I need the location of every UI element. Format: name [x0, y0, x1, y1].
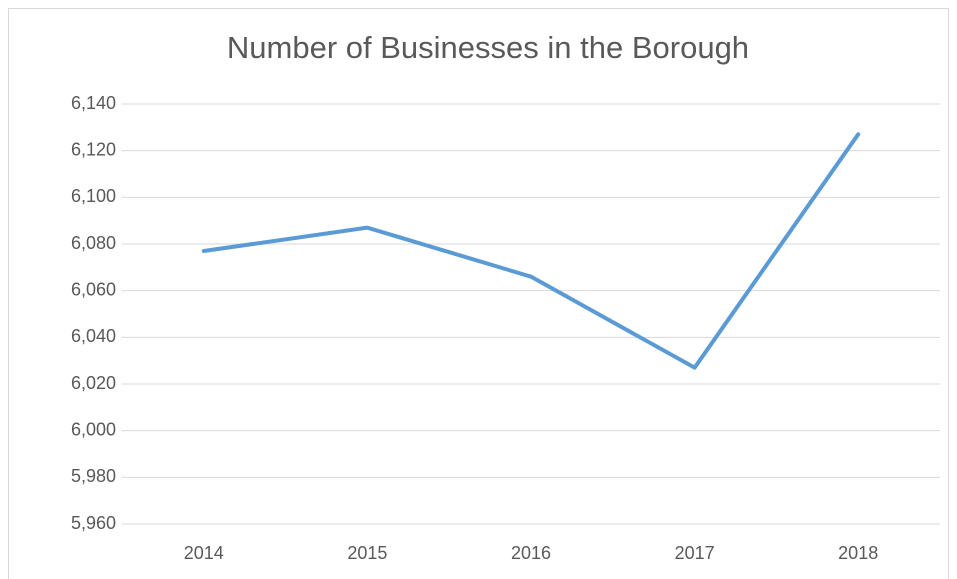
- x-tick-label: 2018: [838, 543, 878, 563]
- chart-border: [8, 8, 949, 579]
- y-tick-label: 6,140: [71, 93, 116, 113]
- x-tick-label: 2016: [511, 543, 551, 563]
- y-tick-label: 6,040: [71, 326, 116, 346]
- y-tick-label: 5,960: [71, 513, 116, 533]
- chart-title: Number of Businesses in the Borough: [227, 30, 749, 65]
- y-tick-label: 6,120: [71, 139, 116, 159]
- x-tick-label: 2017: [675, 543, 715, 563]
- y-tick-label: 6,080: [71, 233, 116, 253]
- y-tick-label: 6,000: [71, 419, 116, 439]
- y-tick-label: 6,060: [71, 279, 116, 299]
- y-tick-label: 5,980: [71, 466, 116, 486]
- y-tick-label: 6,020: [71, 373, 116, 393]
- x-tick-label: 2015: [347, 543, 387, 563]
- y-tick-label: 6,100: [71, 186, 116, 206]
- data-line: [201, 132, 861, 370]
- x-tick-label: 2014: [184, 543, 224, 563]
